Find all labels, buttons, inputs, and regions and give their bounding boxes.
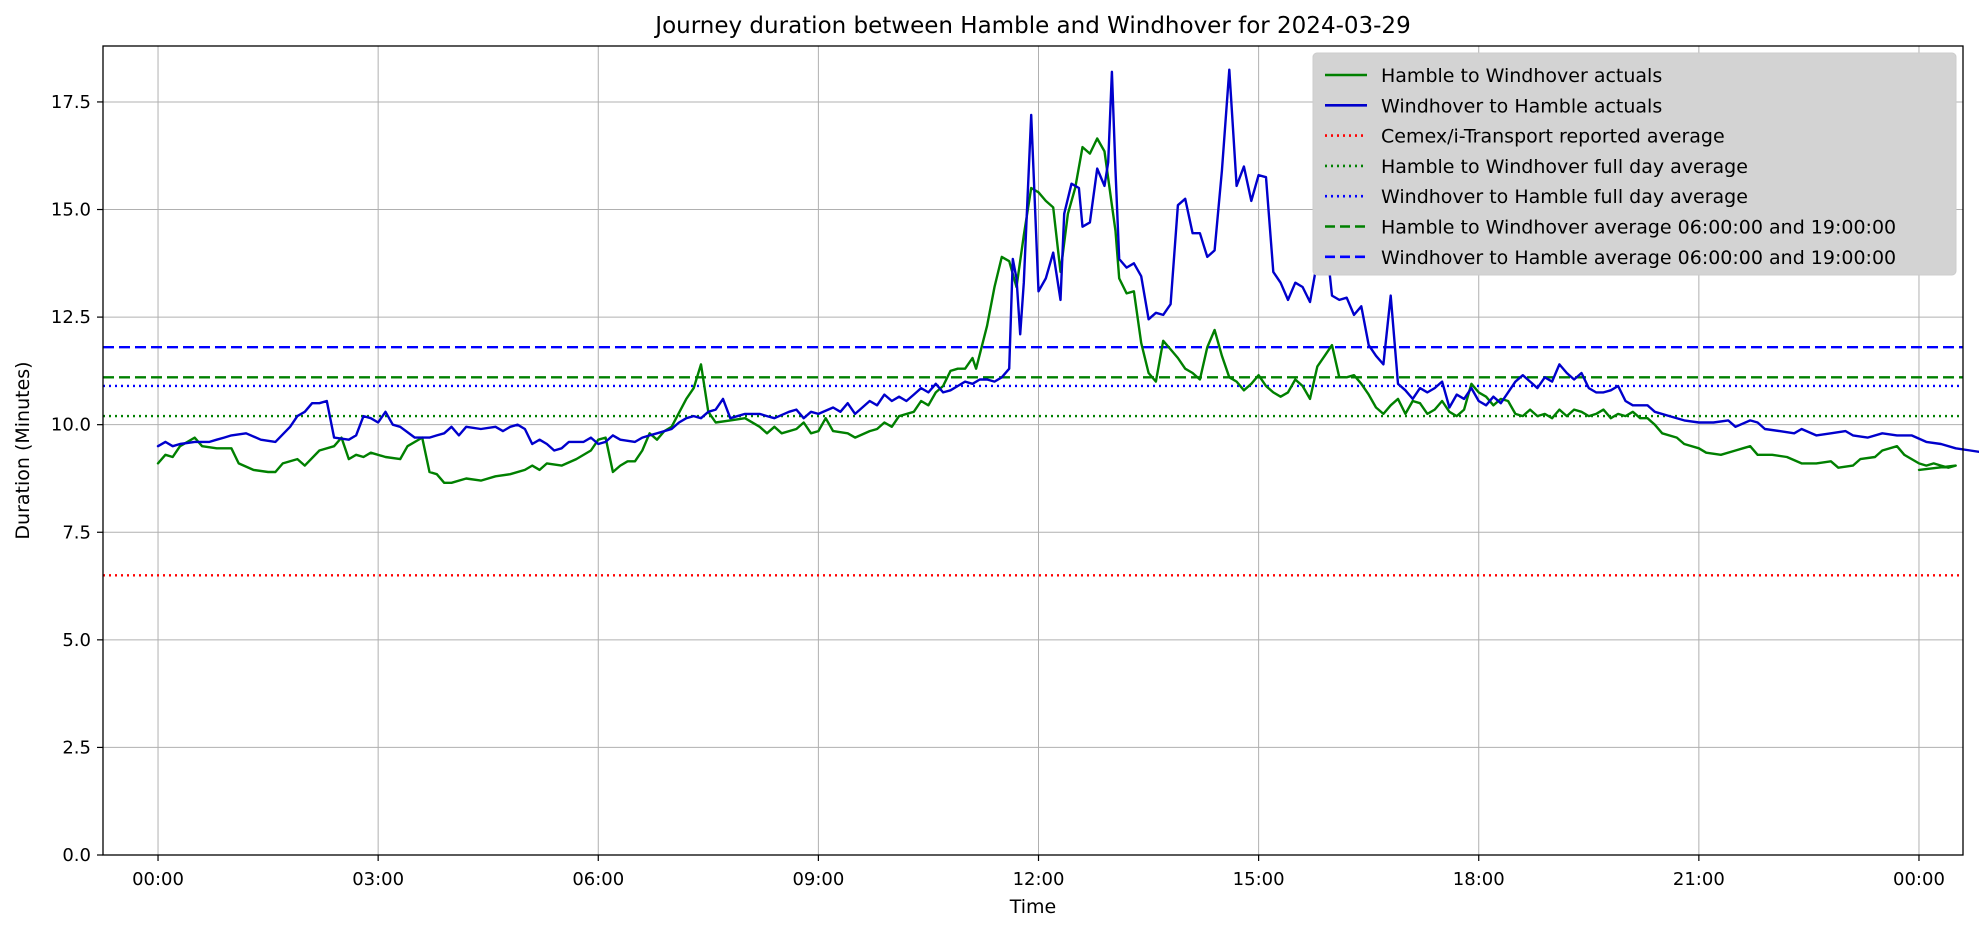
reference-lines-layer (103, 346, 1963, 577)
y-tick-label-1: 2.5 (62, 737, 91, 758)
x-tick-label-1: 03:00 (352, 869, 404, 890)
chart-title: Journey duration between Hamble and Wind… (653, 13, 1410, 39)
legend-label-6: Windhover to Hamble average 06:00:00 and… (1381, 247, 1896, 269)
y-tick-label-0: 0.0 (62, 845, 91, 866)
y-axis-label: Duration (Minutes) (12, 361, 34, 539)
legend-label-0: Hamble to Windhover actuals (1381, 65, 1662, 87)
y-tick-label-4: 10.0 (51, 415, 91, 436)
legend: Hamble to Windhover actuals Windhover to … (1312, 52, 1957, 276)
x-tick-label-0: 00:00 (132, 869, 184, 890)
plot-frame (102, 45, 1964, 856)
y-tick-label-7: 17.5 (51, 92, 91, 113)
x-tick-label-7: 21:00 (1673, 869, 1725, 890)
series-layer (156, 68, 1979, 484)
legend-label-2: Cemex/i-Transport reported average (1381, 126, 1725, 148)
legend-label-5: Hamble to Windhover average 06:00:00 and… (1381, 217, 1896, 239)
y-tick-label-2: 5.0 (62, 630, 91, 651)
x-tick-label-5: 15:00 (1233, 869, 1285, 890)
x-tick-label-2: 06:00 (572, 869, 624, 890)
legend-box (1312, 52, 1957, 276)
series-line-0 (156, 137, 1957, 484)
x-axis-label: Time (1009, 896, 1057, 918)
x-tick-label-8: 00:00 (1893, 869, 1945, 890)
legend-label-4: Windhover to Hamble full day average (1381, 186, 1748, 208)
axis-layer: 00:00 03:00 06:00 09:00 12:00 15:00 18:00 21:00… (51, 45, 1964, 890)
x-tick-label-4: 12:00 (1013, 869, 1065, 890)
y-tick-label-5: 12.5 (51, 307, 91, 328)
x-tick-label-3: 09:00 (792, 869, 844, 890)
series-line-1 (156, 68, 1979, 454)
legend-label-3: Hamble to Windhover full day average (1381, 156, 1748, 178)
legend-label-1: Windhover to Hamble actuals (1381, 95, 1662, 117)
y-tick-label-6: 15.0 (51, 200, 91, 221)
x-tick-label-6: 18:00 (1453, 869, 1505, 890)
y-tick-label-3: 7.5 (62, 522, 91, 543)
